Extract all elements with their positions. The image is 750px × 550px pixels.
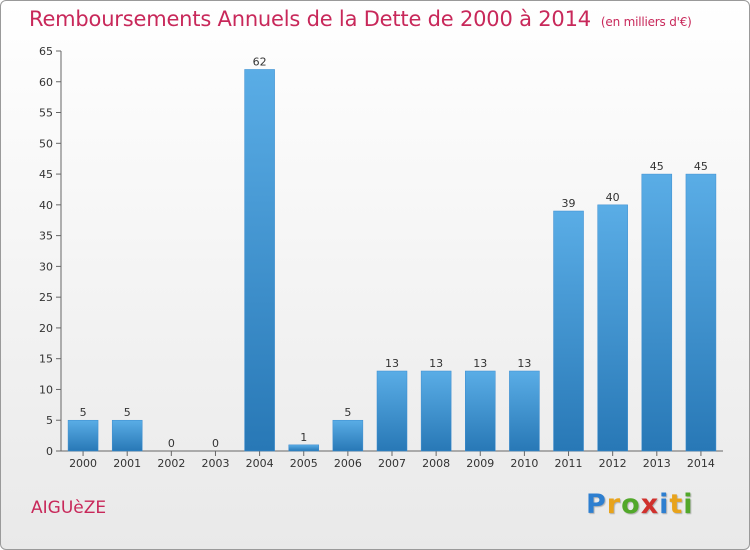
y-tick-label: 50: [39, 137, 53, 150]
proxiti-logo: Proxiti: [586, 489, 694, 520]
data-label: 62: [253, 55, 267, 68]
data-label: 0: [168, 437, 175, 450]
logo-letter: P: [586, 489, 607, 520]
bar: [597, 204, 628, 452]
data-label: 13: [385, 357, 399, 370]
data-label: 0: [212, 437, 219, 450]
y-tick-label: 40: [39, 199, 53, 212]
y-tick-label: 65: [39, 45, 53, 58]
x-tick-label: 2014: [687, 457, 715, 470]
chart-subtitle: (en milliers d'€): [600, 15, 692, 29]
logo-letter: i: [683, 489, 694, 520]
bar: [685, 173, 717, 452]
x-tick-label: 2012: [599, 457, 627, 470]
y-tick-label: 55: [39, 107, 53, 120]
y-tick-label: 25: [39, 291, 53, 304]
bar: [288, 444, 319, 452]
bar: [465, 370, 496, 452]
y-tick-label: 45: [39, 168, 53, 181]
data-label: 1: [300, 431, 307, 444]
bar: [641, 173, 673, 452]
chart-title: Remboursements Annuels de la Dette de 20…: [29, 7, 692, 31]
bar-series: [67, 69, 717, 452]
y-tick-label: 20: [39, 322, 53, 335]
x-tick-label: 2003: [201, 457, 229, 470]
bar: [420, 370, 452, 452]
data-label: 13: [517, 357, 531, 370]
data-label: 39: [562, 197, 576, 210]
logo-letter: r: [606, 489, 622, 520]
data-label: 5: [124, 406, 131, 419]
y-tick-label: 60: [39, 76, 53, 89]
y-tick-label: 0: [46, 445, 53, 458]
y-tick-label: 35: [39, 230, 53, 243]
logo-letter: t: [669, 489, 684, 520]
bar: [332, 419, 364, 452]
x-tick-label: 2000: [69, 457, 97, 470]
data-labels: 5 5 0 0 62 1 5 13 13 13 13 39 40 45 45: [80, 55, 708, 450]
x-tick-label: 2004: [246, 457, 274, 470]
bar: [376, 370, 408, 452]
y-tick-label: 5: [46, 414, 53, 427]
x-tick-label: 2008: [422, 457, 450, 470]
logo-letter: x: [640, 489, 660, 520]
x-tick-label: 2001: [113, 457, 141, 470]
bar: [244, 69, 275, 452]
data-label: 13: [429, 357, 443, 370]
data-label: 40: [606, 191, 620, 204]
x-tick-label: 2013: [643, 457, 671, 470]
data-label: 13: [473, 357, 487, 370]
data-label: 45: [650, 160, 664, 173]
x-tick-label: 2010: [510, 457, 538, 470]
commune-name: AIGUèZE: [31, 498, 107, 518]
x-tick-label: 2006: [334, 457, 362, 470]
y-tick-label: 30: [39, 260, 53, 273]
logo-letter: o: [621, 489, 641, 520]
x-tick-label: 2011: [555, 457, 583, 470]
data-label: 5: [344, 406, 351, 419]
logo-letter: i: [659, 489, 670, 520]
chart-title-text: Remboursements Annuels de la Dette de 20…: [29, 7, 591, 31]
x-tick-label: 2005: [290, 457, 318, 470]
data-label: 5: [80, 406, 87, 419]
data-label: 45: [694, 160, 708, 173]
y-tick-label: 15: [39, 353, 53, 366]
bar: [553, 210, 584, 452]
x-tick-label: 2009: [466, 457, 494, 470]
x-tick-label: 2007: [378, 457, 406, 470]
bar: [509, 370, 540, 452]
bar: [67, 419, 99, 452]
x-tick-label: 2002: [157, 457, 185, 470]
bar: [111, 419, 143, 452]
y-tick-label: 10: [39, 383, 53, 396]
